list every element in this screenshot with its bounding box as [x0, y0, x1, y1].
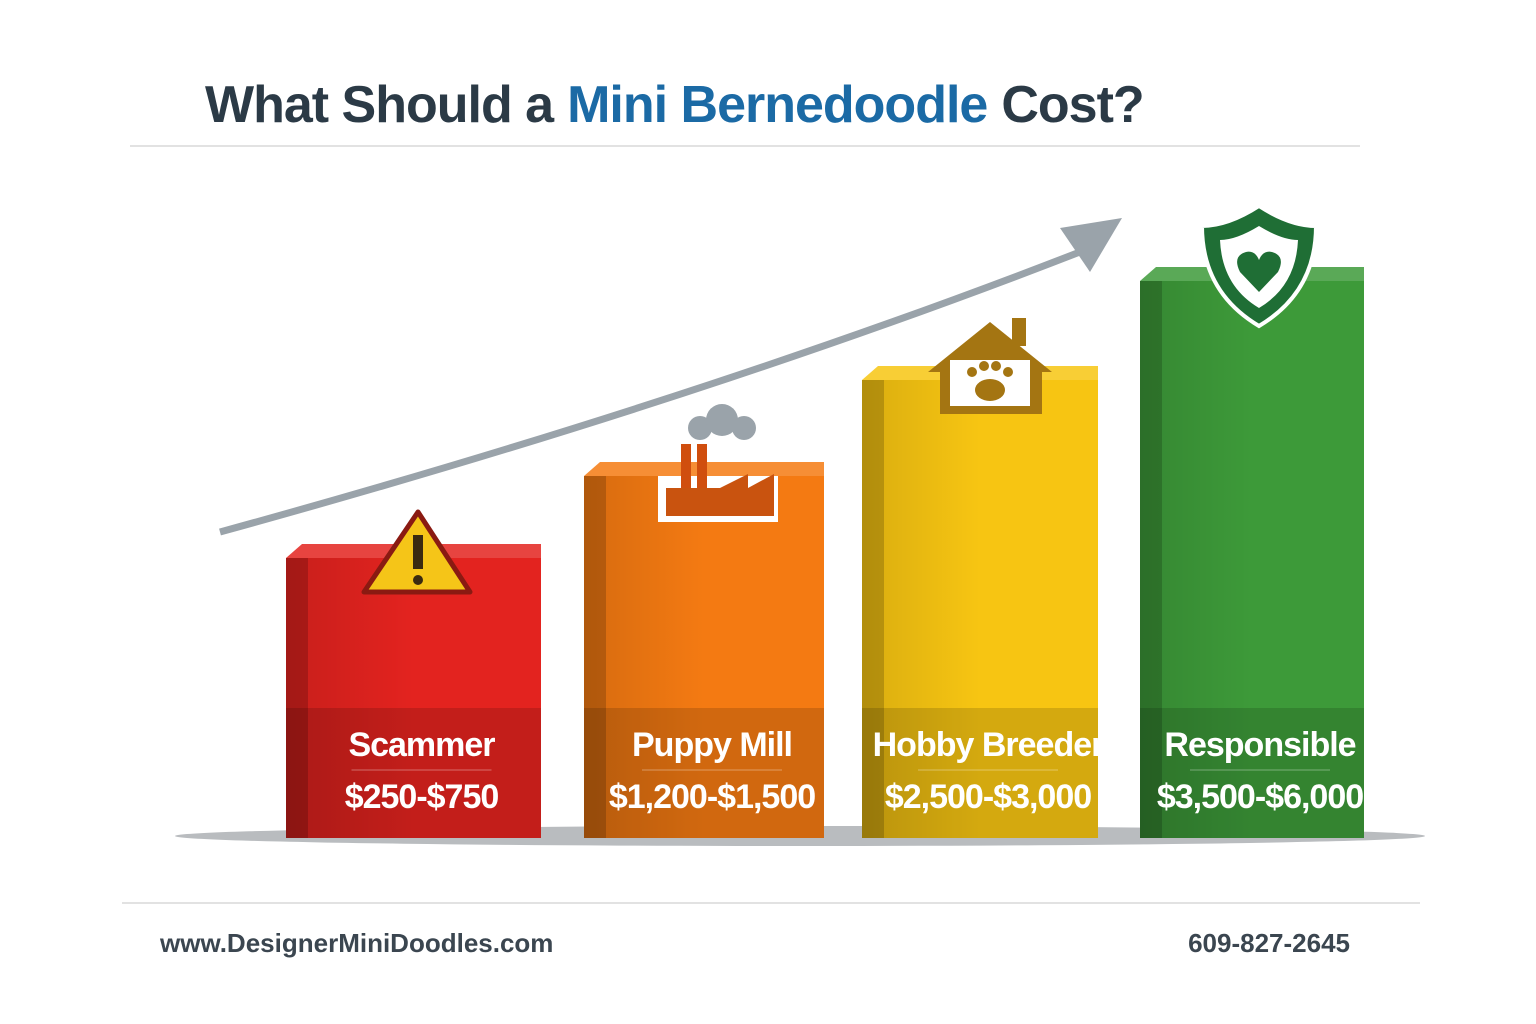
arrow-head [1060, 218, 1122, 272]
bars: Scammer $250-$750 Puppy Mill $1,200-$1,500 H… [286, 267, 1364, 838]
tier-price: $3,500-$6,000 [1157, 778, 1363, 816]
smoke [688, 416, 712, 440]
shield-icon [1199, 203, 1319, 329]
trend-arrow [219, 246, 1087, 536]
icons [361, 203, 1319, 595]
label-band [862, 708, 1098, 838]
bar-shade [1140, 281, 1252, 838]
house-chimney [1012, 318, 1026, 346]
paw-toe [991, 361, 1001, 371]
factory [666, 474, 774, 516]
paw [975, 379, 1005, 401]
label-band [286, 708, 541, 838]
smoke [706, 404, 738, 436]
tier-price: $2,500-$3,000 [885, 778, 1091, 816]
warning-dot [413, 575, 423, 585]
warning-mark [413, 535, 423, 569]
tier-price: $1,200-$1,500 [609, 778, 815, 816]
tier-label: Responsible [1164, 726, 1355, 764]
label-band [1140, 708, 1364, 838]
paw-toe [967, 367, 977, 377]
title: What Should a Mini Bernedoodle Cost? [205, 76, 1144, 134]
tier-label: Scammer [348, 726, 495, 764]
tier-label: Hobby Breeder [873, 726, 1104, 764]
label-band [584, 708, 824, 838]
home-icon [928, 318, 1052, 414]
title-accent: Mini Bernedoodle [567, 76, 987, 134]
tier-price: $250-$750 [345, 778, 499, 816]
bar-shade [286, 558, 414, 838]
paw-toe [1003, 367, 1013, 377]
paw-toe [979, 361, 989, 371]
heart [1237, 251, 1281, 292]
chimney [681, 444, 691, 488]
website: www.DesignerMiniDoodles.com [159, 928, 553, 958]
title-part: What Should a [205, 76, 555, 134]
factory-icon [658, 404, 778, 522]
bar-shade [862, 380, 980, 838]
phone: 609-827-2645 [1188, 928, 1350, 958]
title-part: Cost? [1001, 76, 1143, 134]
chimney [697, 444, 707, 488]
tier-label: Puppy Mill [632, 726, 792, 764]
bar-shade [584, 476, 704, 838]
smoke [732, 416, 756, 440]
